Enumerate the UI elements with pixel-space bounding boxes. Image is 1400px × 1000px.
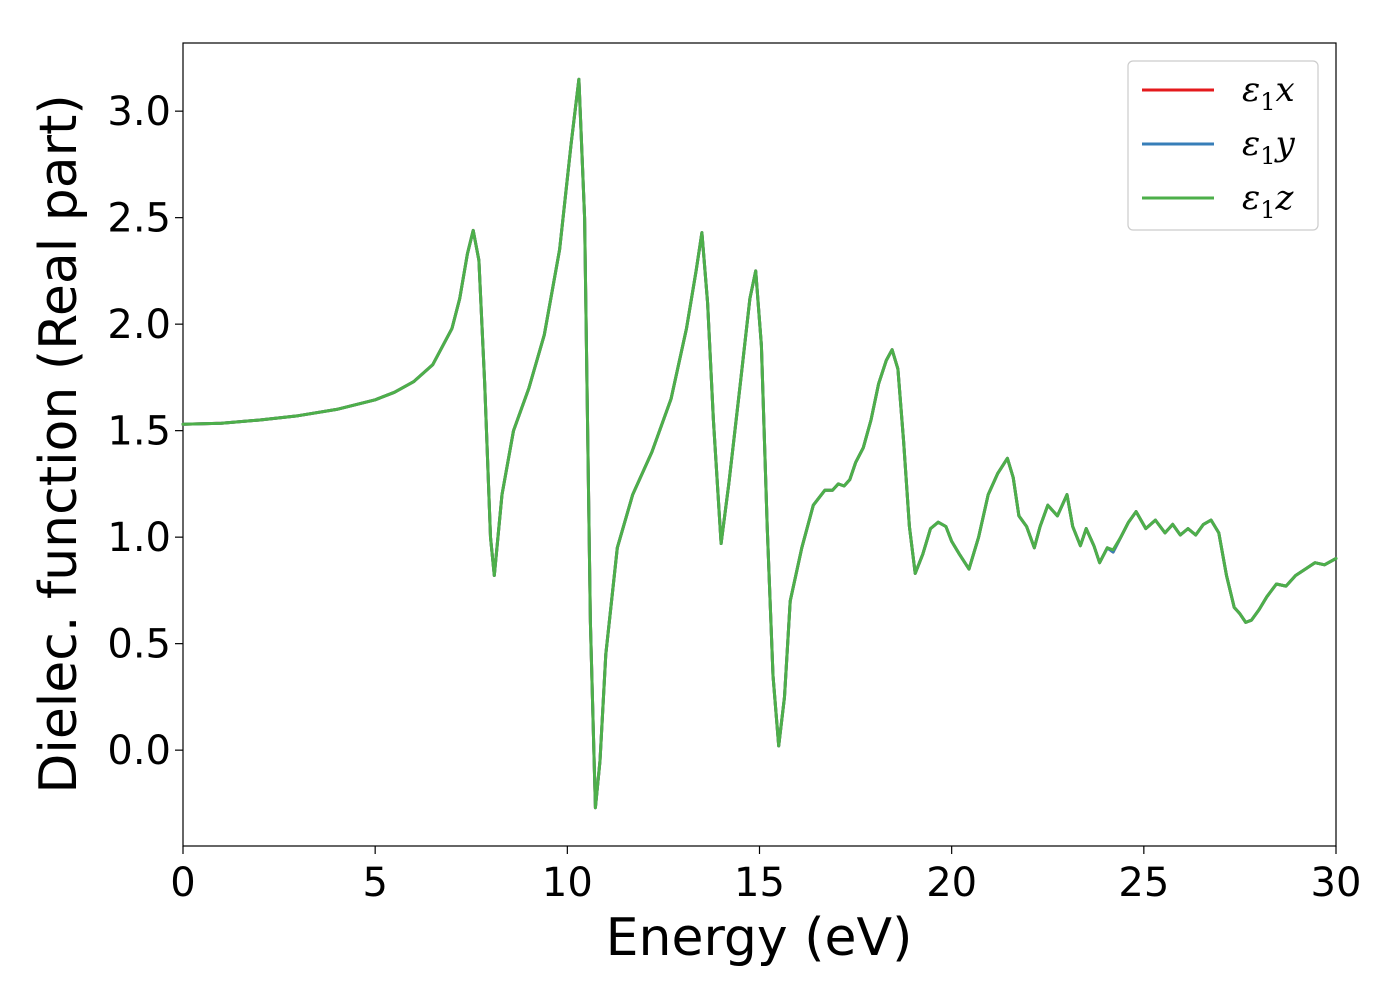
y-tick-label: 0.0 [107, 728, 171, 774]
series-line-3 [181, 77, 1338, 810]
legend-label-base: ε [1242, 124, 1260, 164]
legend-label-subscript: 1 [1260, 88, 1275, 116]
legend-label-component: z [1275, 178, 1295, 218]
legend-label-component: y [1274, 124, 1296, 164]
legend-label-3: ε1z [1242, 178, 1295, 224]
x-axis: 0 5 10 15 20 25 30 [170, 846, 1361, 906]
legend-label-base: ε [1242, 178, 1260, 218]
series-layer [181, 77, 1338, 810]
x-tick-label: 25 [1118, 860, 1169, 906]
y-tick-label: 0.5 [107, 622, 171, 668]
y-tick-label: 3.0 [107, 89, 171, 135]
x-tick-label: 5 [362, 860, 387, 906]
y-tick-label: 2.0 [107, 302, 171, 348]
legend-label-component: x [1276, 70, 1295, 110]
legend-label-2: ε1y [1242, 124, 1296, 170]
legend-box [1127, 60, 1319, 231]
x-tick-label: 15 [734, 860, 785, 906]
y-axis: 0.0 0.5 1.0 1.5 2.0 2.5 3.0 [107, 89, 183, 774]
x-tick-label: 0 [170, 860, 195, 906]
legend-label-1: ε1x [1242, 70, 1295, 116]
x-tick-label: 30 [1311, 860, 1362, 906]
x-tick-label: 10 [542, 860, 593, 906]
legend-label-subscript: 1 [1260, 142, 1275, 170]
x-axis-title: Energy (eV) [606, 908, 913, 968]
x-tick-label: 20 [926, 860, 977, 906]
y-axis-title: Dielec. function (Real part) [29, 94, 89, 793]
y-tick-label: 1.0 [107, 515, 171, 561]
y-tick-label: 2.5 [107, 196, 171, 242]
legend-label-subscript: 1 [1260, 196, 1275, 224]
y-tick-label: 1.5 [107, 409, 171, 455]
legend-label-base: ε [1242, 70, 1260, 110]
